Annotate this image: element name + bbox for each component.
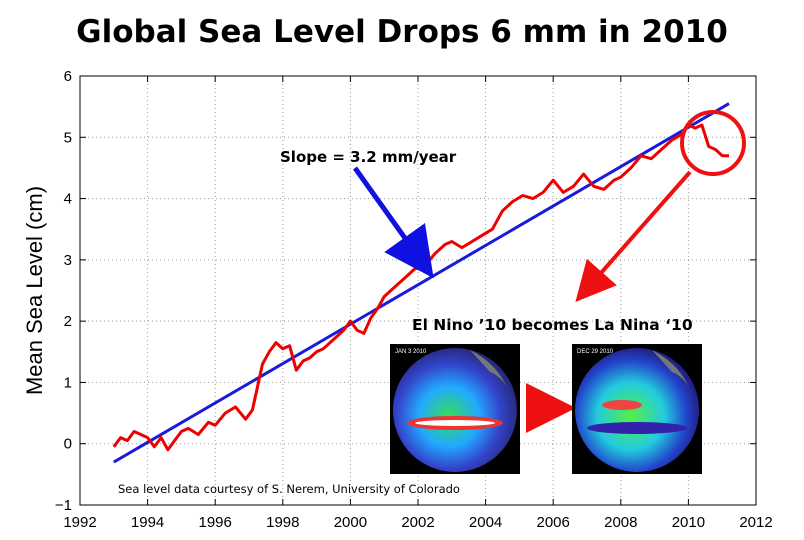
y-tick-label: 5: [64, 129, 72, 146]
y-tick-label: 6: [64, 68, 72, 85]
series-line-trend: [113, 102, 730, 464]
grid: [80, 76, 756, 505]
y-axis-label: Mean Sea Level (cm): [22, 186, 47, 395]
x-tick-label: 2008: [604, 514, 637, 531]
series-line-sea-level: [112, 123, 729, 452]
y-tick-label: 3: [64, 252, 72, 269]
inset-right-caption: DEC 29 2010: [577, 349, 614, 355]
x-tick-label: 1994: [131, 514, 164, 531]
inset-left-image: JAN 3 2010: [390, 344, 520, 474]
slope-label: Slope = 3.2 mm/year: [280, 148, 457, 166]
y-tick-label: 0: [64, 436, 72, 453]
x-tick-label: 1996: [199, 514, 232, 531]
chart-title: Global Sea Level Drops 6 mm in 2010: [76, 14, 728, 50]
inset-right-image: DEC 29 2010: [572, 344, 702, 474]
y-tick-label: 1: [64, 374, 72, 391]
x-tick-label: 2010: [672, 514, 705, 531]
slope-arrow: [352, 166, 434, 279]
x-tick-label: 2002: [401, 514, 434, 531]
x-tick-label: 2006: [537, 514, 570, 531]
y-tick-label: 4: [64, 191, 72, 208]
axes: 1992 1994 1996 1998 2000 2002 2004 2006 2008 2010…: [22, 68, 773, 531]
highlight-arrow: [575, 170, 692, 303]
globe-right: [575, 348, 699, 472]
x-tick-label: 2012: [739, 514, 772, 531]
x-tick-label: 2004: [469, 514, 502, 531]
x-tick-label: 1998: [266, 514, 299, 531]
globe-left: [393, 348, 517, 472]
inset-left-caption: JAN 3 2010: [395, 349, 427, 355]
credit-text: Sea level data courtesy of S. Nerem, Uni…: [118, 482, 460, 496]
x-tick-label: 1992: [63, 514, 96, 531]
y-tick-label: 2: [64, 313, 72, 330]
x-tick-label: 2000: [334, 514, 367, 531]
y-tick-label: −1: [55, 497, 72, 514]
series-layer: [112, 102, 730, 464]
highlight-circle: [680, 110, 746, 176]
insets-title: El Nino ’10 becomes La Nina ‘10: [412, 316, 693, 334]
